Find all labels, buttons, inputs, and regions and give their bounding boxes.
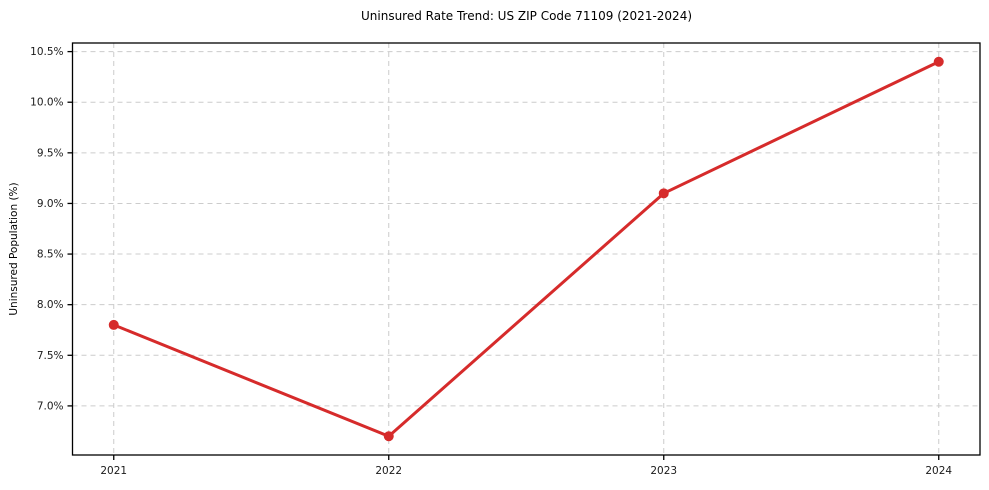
y-tick-label: 9.5%	[37, 147, 64, 159]
y-tick-label: 7.0%	[37, 400, 64, 412]
data-point-marker	[658, 188, 669, 199]
y-tick-label: 8.5%	[37, 249, 64, 261]
x-tick-label: 2024	[925, 465, 952, 477]
y-tick-label: 8.0%	[37, 299, 64, 311]
trend-line	[112, 60, 941, 438]
data-point-marker	[108, 319, 119, 330]
y-tick-label: 9.0%	[37, 198, 64, 210]
plot-frame	[71, 42, 981, 456]
y-tick-label: 10.0%	[30, 97, 63, 109]
x-tick-label: 2023	[650, 465, 677, 477]
data-point-marker	[933, 56, 944, 67]
data-point-marker	[383, 431, 394, 442]
chart-title: Uninsured Rate Trend: US ZIP Code 71109 …	[360, 9, 693, 23]
x-tick-label: 2021	[100, 465, 127, 477]
x-tick-label: 2022	[375, 465, 402, 477]
y-tick-label: 7.5%	[37, 350, 64, 362]
y-tick-label: 10.5%	[30, 46, 63, 58]
